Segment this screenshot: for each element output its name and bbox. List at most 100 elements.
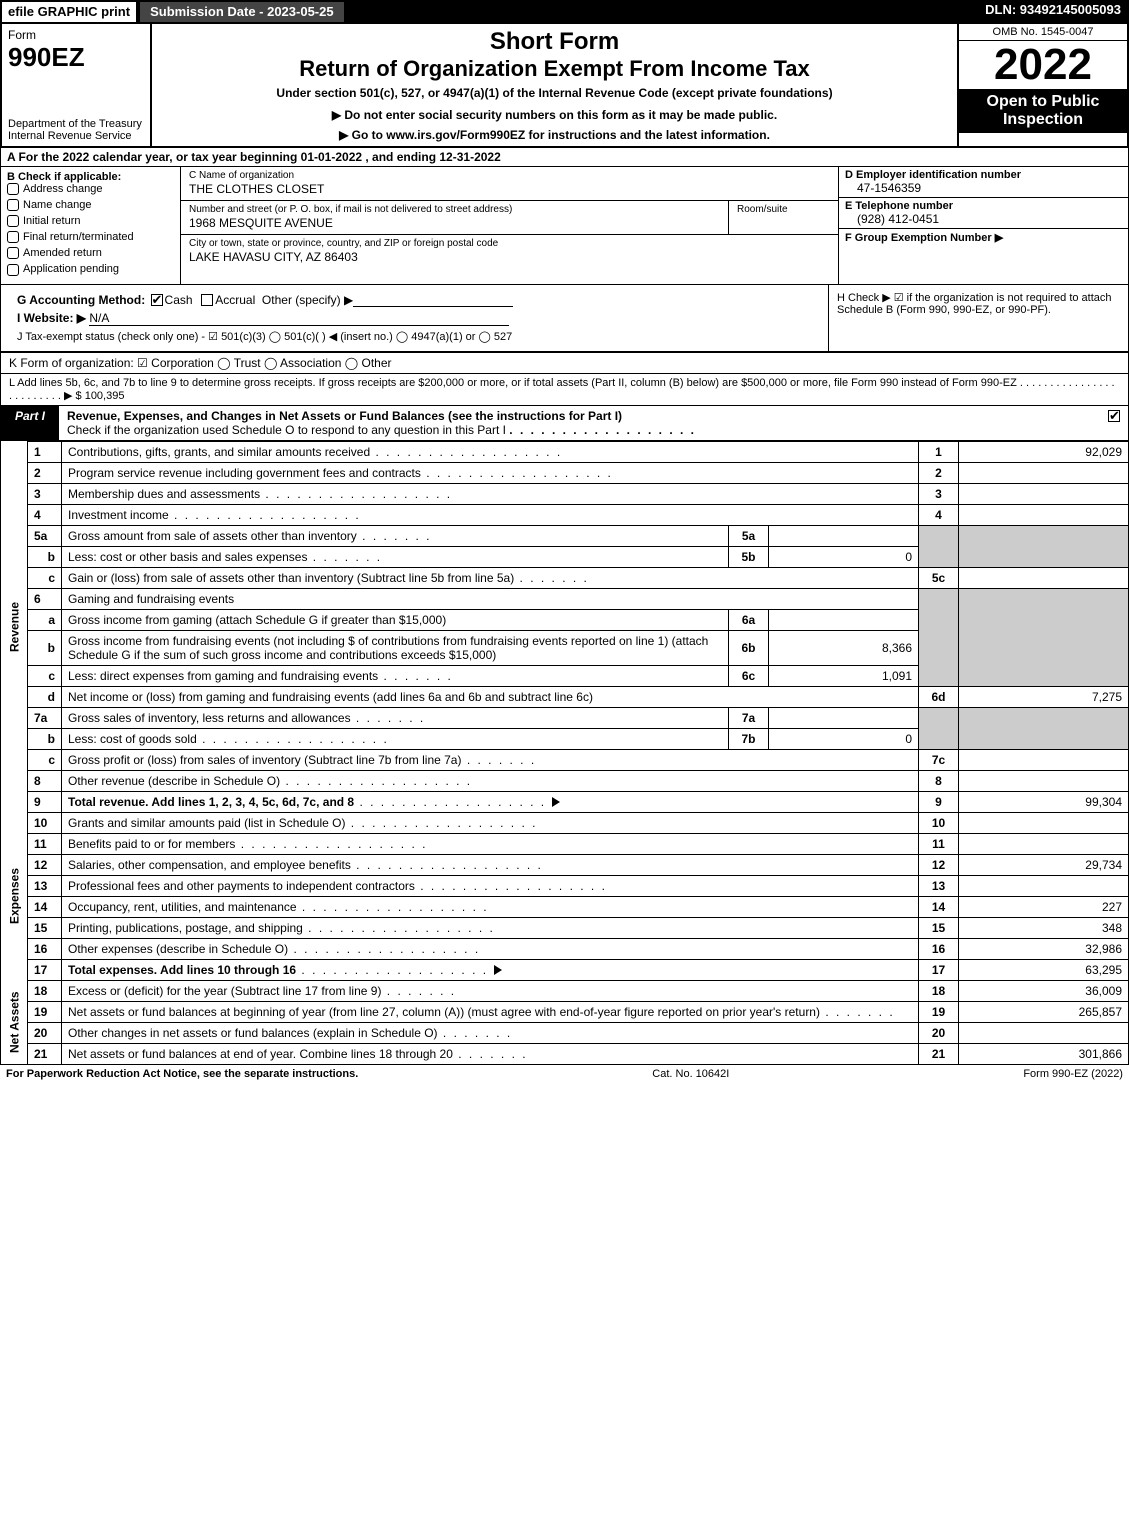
return-title: Return of Organization Exempt From Incom… <box>158 56 951 82</box>
row-l: L Add lines 5b, 6c, and 7b to line 9 to … <box>0 374 1129 406</box>
omb-number: OMB No. 1545-0047 <box>959 24 1127 41</box>
f-label: F Group Exemption Number ▶ <box>845 231 1122 244</box>
ln-21-val: 301,866 <box>959 1043 1129 1064</box>
under-section: Under section 501(c), 527, or 4947(a)(1)… <box>158 86 951 100</box>
ln-7c-val <box>959 749 1129 770</box>
arrow-icon <box>494 965 502 975</box>
ln-3-desc: Membership dues and assessments <box>68 487 260 501</box>
g-other-input[interactable] <box>353 295 513 307</box>
g-cash: Cash <box>165 293 193 307</box>
ssn-warning: ▶ Do not enter social security numbers o… <box>158 108 951 122</box>
ln-8-desc: Other revenue (describe in Schedule O) <box>68 774 280 788</box>
checkbox-initial-return[interactable] <box>7 215 19 227</box>
checkbox-amended-return[interactable] <box>7 247 19 259</box>
ln-6d-val: 7,275 <box>959 686 1129 707</box>
ln-7a-mini <box>769 707 919 728</box>
d-label: D Employer identification number <box>845 169 1122 181</box>
ln-3-val <box>959 483 1129 504</box>
ln-7c-desc: Gross profit or (loss) from sales of inv… <box>68 753 461 767</box>
ln-5c-val <box>959 567 1129 588</box>
g-label: G Accounting Method: <box>17 293 145 307</box>
footer-left: For Paperwork Reduction Act Notice, see … <box>6 1068 358 1080</box>
checkbox-accrual[interactable] <box>201 294 213 306</box>
form-header: Form 990EZ Department of the Treasury In… <box>0 24 1129 148</box>
i-label: I Website: ▶ <box>17 311 86 325</box>
ln-18-desc: Excess or (deficit) for the year (Subtra… <box>68 984 381 998</box>
public-inspection: Open to Public Inspection <box>959 89 1127 133</box>
ln-5c-desc: Gain or (loss) from sale of assets other… <box>68 571 514 585</box>
ln-1-val: 92,029 <box>959 441 1129 462</box>
b-opt-4: Amended return <box>23 247 102 259</box>
j-tax-exempt: J Tax-exempt status (check only one) - ☑… <box>17 331 512 343</box>
side-net-assets: Net Assets <box>1 980 28 1064</box>
goto-link[interactable]: ▶ Go to www.irs.gov/Form990EZ for instru… <box>158 128 951 142</box>
ln-7b-desc: Less: cost of goods sold <box>68 732 197 746</box>
part-i-header: Part I Revenue, Expenses, and Changes in… <box>0 406 1129 441</box>
b-title: B Check if applicable: <box>7 171 174 183</box>
c-room-label: Room/suite <box>733 203 834 216</box>
ln-17-val: 63,295 <box>959 959 1129 980</box>
ln-5b-mini: 0 <box>769 546 919 567</box>
ln-4-val <box>959 504 1129 525</box>
ln-7b-mini: 0 <box>769 728 919 749</box>
part-i-sub: Check if the organization used Schedule … <box>67 423 506 437</box>
topbar: efile GRAPHIC print Submission Date - 20… <box>0 0 1129 24</box>
checkbox-schedule-o[interactable] <box>1108 410 1120 422</box>
ln-14-val: 227 <box>959 896 1129 917</box>
ln-12-val: 29,734 <box>959 854 1129 875</box>
ln-6a-mini <box>769 609 919 630</box>
checkbox-final-return[interactable] <box>7 231 19 243</box>
checkbox-cash[interactable] <box>151 294 163 306</box>
checkbox-address-change[interactable] <box>7 183 19 195</box>
tax-year: 2022 <box>959 41 1127 89</box>
efile-print-button[interactable]: efile GRAPHIC print <box>0 0 138 24</box>
ln-13-desc: Professional fees and other payments to … <box>68 879 415 893</box>
b-opt-0: Address change <box>23 183 103 195</box>
block-d-e-f: D Employer identification number 47-1546… <box>838 167 1128 284</box>
ln-9-desc: Total revenue. Add lines 1, 2, 3, 4, 5c,… <box>68 795 354 809</box>
submission-date: Submission Date - 2023-05-25 <box>138 0 346 24</box>
ln-21-desc: Net assets or fund balances at end of ye… <box>68 1047 453 1061</box>
b-opt-5: Application pending <box>23 263 119 275</box>
ln-19-val: 265,857 <box>959 1001 1129 1022</box>
form-title-block: Short Form Return of Organization Exempt… <box>152 24 957 146</box>
short-form-label: Short Form <box>158 28 951 56</box>
ln-4-desc: Investment income <box>68 508 169 522</box>
c-street-label: Number and street (or P. O. box, if mail… <box>185 203 724 216</box>
g-other: Other (specify) ▶ <box>262 293 353 307</box>
org-street: 1968 MESQUITE AVENUE <box>185 216 724 232</box>
e-label: E Telephone number <box>845 200 1122 212</box>
row-a-tax-year: A For the 2022 calendar year, or tax yea… <box>0 148 1129 167</box>
ln-6b-mini: 8,366 <box>769 630 919 665</box>
side-revenue: Revenue <box>1 441 28 812</box>
ln-6b-desc: Gross income from fundraising events (no… <box>68 634 708 662</box>
ln-18-val: 36,009 <box>959 980 1129 1001</box>
ln-20-val <box>959 1022 1129 1043</box>
block-b: B Check if applicable: Address change Na… <box>1 167 181 284</box>
checkbox-application-pending[interactable] <box>7 264 19 276</box>
side-expenses: Expenses <box>1 812 28 980</box>
footer: For Paperwork Reduction Act Notice, see … <box>0 1065 1129 1083</box>
c-name-label: C Name of organization <box>185 169 834 182</box>
g-accrual: Accrual <box>215 293 255 307</box>
checkbox-name-change[interactable] <box>7 199 19 211</box>
b-opt-2: Initial return <box>23 215 80 227</box>
ln-15-val: 348 <box>959 917 1129 938</box>
part-i-tag: Part I <box>1 406 59 440</box>
ln-11-val <box>959 833 1129 854</box>
ln-1-num: 1 <box>28 441 62 462</box>
ln-13-val <box>959 875 1129 896</box>
form-word: Form <box>8 28 144 42</box>
website-value: N/A <box>89 311 509 326</box>
arrow-icon <box>552 797 560 807</box>
ln-6c-mini: 1,091 <box>769 665 919 686</box>
ln-6c-desc: Less: direct expenses from gaming and fu… <box>68 669 378 683</box>
ln-7a-desc: Gross sales of inventory, less returns a… <box>68 711 351 725</box>
ln-15-desc: Printing, publications, postage, and shi… <box>68 921 303 935</box>
org-city: LAKE HAVASU CITY, AZ 86403 <box>185 250 834 266</box>
ln-12-desc: Salaries, other compensation, and employ… <box>68 858 351 872</box>
dept-label: Department of the Treasury Internal Reve… <box>8 118 144 142</box>
row-g-h-i: G Accounting Method: Cash Accrual Other … <box>0 285 1129 352</box>
part-i-title: Revenue, Expenses, and Changes in Net As… <box>67 409 622 423</box>
dln: DLN: 93492145005093 <box>977 0 1129 24</box>
